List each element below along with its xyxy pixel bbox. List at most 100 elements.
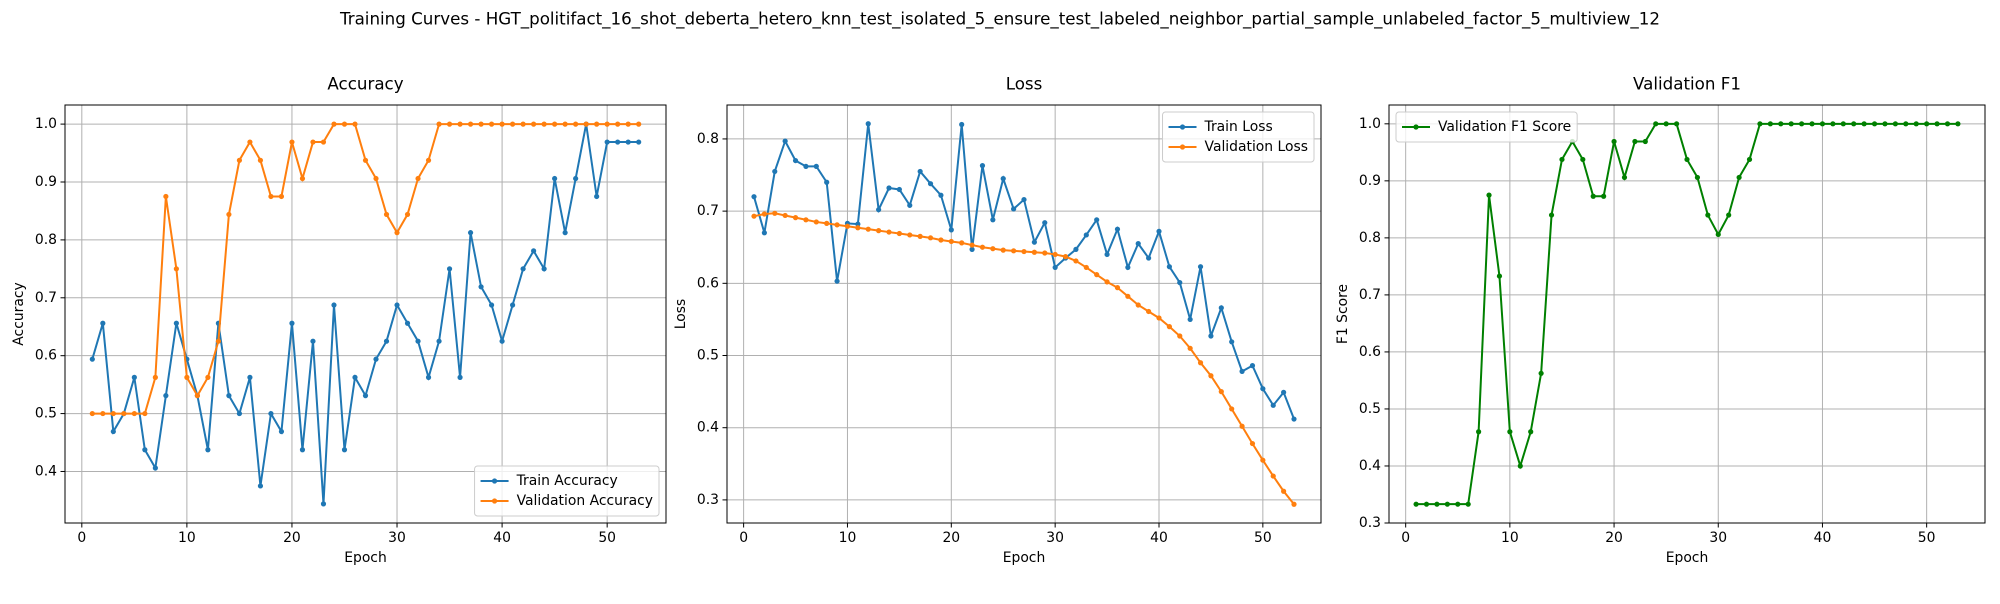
x-tick-label: 0 bbox=[77, 530, 86, 546]
point bbox=[467, 230, 474, 236]
point bbox=[1486, 192, 1492, 198]
point bbox=[163, 393, 169, 399]
point bbox=[457, 374, 463, 380]
point bbox=[520, 121, 526, 127]
point bbox=[1590, 193, 1596, 199]
x-tick-label: 50 bbox=[598, 530, 616, 546]
point bbox=[876, 207, 882, 213]
point bbox=[226, 393, 232, 399]
figure-title: Training Curves - HGT_politifact_16_shot… bbox=[339, 9, 1660, 30]
point bbox=[813, 163, 819, 169]
point bbox=[1548, 212, 1555, 218]
point bbox=[1062, 254, 1069, 260]
point bbox=[236, 410, 243, 417]
y-tick-label: 0.4 bbox=[697, 420, 719, 436]
y-tick-label: 0.7 bbox=[1359, 287, 1381, 303]
point bbox=[488, 121, 495, 127]
point bbox=[969, 246, 975, 252]
point bbox=[552, 121, 558, 127]
point bbox=[1281, 488, 1287, 494]
point bbox=[1135, 302, 1141, 308]
point bbox=[625, 121, 631, 127]
point bbox=[383, 211, 390, 218]
y-tick-label: 0.3 bbox=[697, 492, 719, 508]
point bbox=[615, 139, 621, 145]
point bbox=[1632, 138, 1638, 145]
point bbox=[1653, 121, 1659, 127]
point bbox=[907, 232, 913, 238]
point bbox=[89, 356, 95, 362]
point bbox=[373, 356, 379, 362]
point bbox=[604, 121, 610, 127]
point bbox=[1125, 293, 1131, 299]
point bbox=[289, 320, 295, 326]
y-tick-label: 0.7 bbox=[697, 203, 719, 219]
point bbox=[1924, 121, 1930, 127]
point bbox=[142, 410, 148, 417]
point bbox=[320, 139, 327, 145]
legend: Train Loss Validation Loss bbox=[1162, 111, 1315, 163]
point bbox=[1021, 196, 1027, 203]
point bbox=[194, 393, 200, 399]
point bbox=[268, 193, 274, 200]
point bbox=[163, 193, 169, 200]
y-tick-label: 0.9 bbox=[1359, 173, 1381, 189]
x-tick-label: 30 bbox=[388, 530, 406, 546]
point bbox=[1746, 156, 1753, 163]
point bbox=[1125, 264, 1131, 271]
point bbox=[131, 374, 137, 380]
point bbox=[1673, 121, 1680, 127]
legend: Validation F1 Score bbox=[1395, 111, 1578, 143]
point bbox=[552, 175, 558, 182]
legend-label: Validation F1 Score bbox=[1438, 119, 1571, 135]
point bbox=[1528, 429, 1534, 435]
y-tick-label: 1.0 bbox=[35, 116, 57, 132]
point bbox=[173, 266, 179, 272]
point bbox=[1249, 440, 1256, 447]
point bbox=[1861, 121, 1867, 127]
y-tick-label: 0.6 bbox=[35, 348, 57, 364]
point bbox=[100, 320, 106, 326]
point bbox=[865, 226, 871, 232]
point bbox=[1434, 501, 1440, 507]
point bbox=[896, 186, 902, 193]
point bbox=[436, 338, 442, 344]
point bbox=[1197, 360, 1204, 366]
point bbox=[1229, 339, 1235, 345]
point bbox=[289, 139, 295, 145]
point bbox=[844, 223, 851, 229]
x-tick-label: 10 bbox=[839, 530, 857, 546]
point bbox=[1819, 121, 1826, 127]
point bbox=[1135, 241, 1141, 247]
point bbox=[1073, 246, 1079, 252]
legend: Train Accuracy Validation Accuracy bbox=[474, 465, 660, 517]
point bbox=[1507, 429, 1513, 435]
x-tick-label: 0 bbox=[739, 530, 748, 546]
point bbox=[142, 447, 148, 453]
point bbox=[257, 483, 264, 489]
point bbox=[131, 410, 137, 417]
point bbox=[1871, 121, 1878, 127]
point bbox=[1788, 121, 1794, 127]
y-tick-label: 0.3 bbox=[1359, 515, 1381, 531]
point bbox=[1239, 368, 1245, 374]
point bbox=[615, 121, 621, 127]
point bbox=[404, 211, 411, 218]
point bbox=[478, 121, 484, 127]
point bbox=[583, 121, 589, 127]
point bbox=[278, 193, 285, 200]
point bbox=[457, 121, 463, 127]
point bbox=[425, 374, 432, 380]
point bbox=[531, 121, 537, 127]
point bbox=[541, 266, 547, 272]
point bbox=[1011, 206, 1017, 212]
point bbox=[1094, 272, 1100, 278]
point bbox=[1187, 345, 1193, 351]
x-tick-label: 30 bbox=[1709, 530, 1727, 546]
point bbox=[855, 221, 861, 227]
point bbox=[226, 211, 232, 218]
legend-label: Train Loss bbox=[1204, 119, 1273, 135]
point bbox=[331, 121, 337, 127]
point bbox=[761, 230, 767, 236]
point bbox=[1281, 389, 1287, 395]
